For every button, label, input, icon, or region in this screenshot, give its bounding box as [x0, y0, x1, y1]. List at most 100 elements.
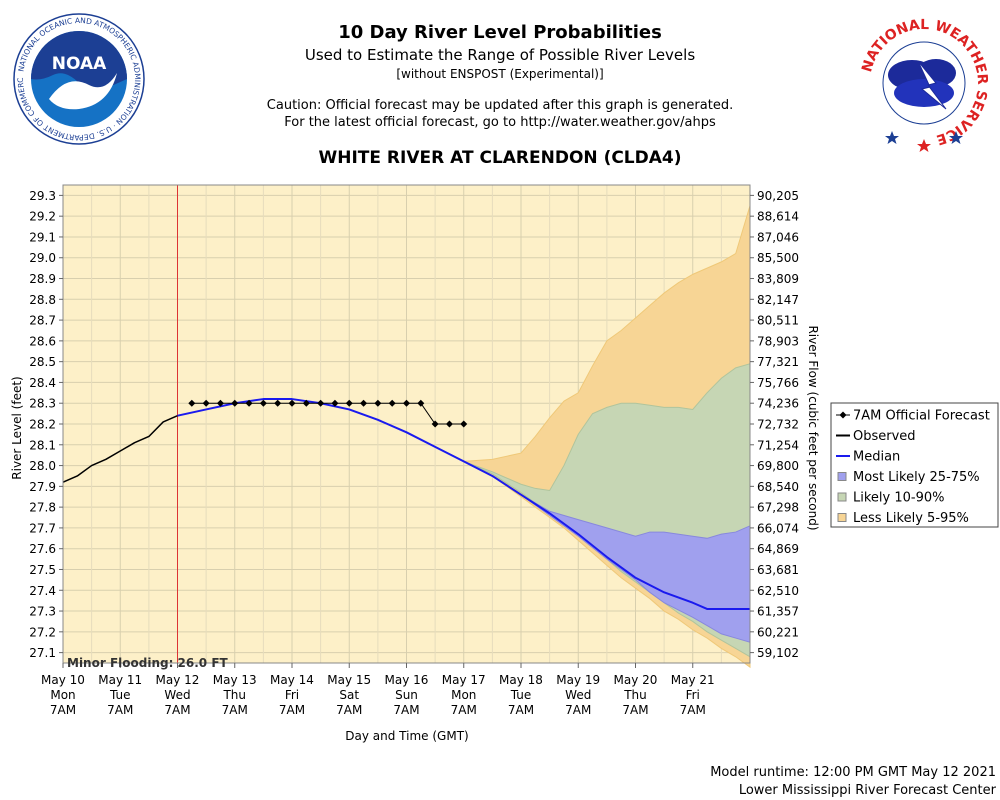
- legend-label: Observed: [853, 429, 916, 444]
- forecast-point: [431, 420, 439, 428]
- y-tick-label: 29.0: [29, 251, 56, 265]
- y-tick-label: 28.8: [29, 293, 56, 307]
- y-tick-label: 28.9: [29, 272, 56, 286]
- x-tick-label: May 19: [556, 673, 600, 687]
- x-tick-label: May 17: [442, 673, 486, 687]
- x-tick-label: May 15: [327, 673, 371, 687]
- forecast-point: [259, 399, 267, 407]
- x-tick-label: 7AM: [680, 703, 706, 717]
- y-tick-label: 28.3: [29, 397, 56, 411]
- y2-tick-label: 90,205: [757, 189, 799, 203]
- y2-tick-label: 74,236: [757, 397, 799, 411]
- y-tick-label: 27.5: [29, 563, 56, 577]
- y2-tick-label: 61,357: [757, 605, 799, 619]
- forecast-point: [231, 399, 239, 407]
- y-tick-label: 27.1: [29, 646, 56, 660]
- x-tick-label: 7AM: [508, 703, 534, 717]
- x-tick-label: Tue: [510, 688, 532, 702]
- legend-swatch-band_25_75: [837, 472, 847, 481]
- forecast-point: [388, 399, 396, 407]
- chart-legend: 7AM Official Forecast Observed Median Most …: [830, 402, 999, 528]
- x-tick-label: Mon: [451, 688, 476, 702]
- experimental-note: [without ENSPOST (Experimental)]: [396, 67, 604, 81]
- caution-line-2: For the latest official forecast, go to …: [284, 115, 716, 130]
- y2-tick-label: 69,800: [757, 459, 799, 473]
- legend-swatch-band_10_90: [837, 492, 847, 502]
- y2-tick-label: 88,614: [757, 210, 799, 224]
- x-tick-label: May 14: [270, 673, 314, 687]
- forecast-point: [331, 399, 339, 407]
- x-tick-label: May 12: [156, 673, 200, 687]
- y2-tick-label: 64,869: [757, 542, 799, 556]
- x-tick-label: May 16: [385, 673, 429, 687]
- y-tick-label: 28.5: [29, 355, 56, 369]
- x-tick-label: May 21: [671, 673, 715, 687]
- caution-line-1: Caution: Official forecast may be update…: [266, 98, 734, 113]
- y-tick-label: 28.2: [29, 418, 56, 432]
- y2-tick-label: 59,102: [757, 646, 799, 660]
- forecast-point: [274, 399, 282, 407]
- legend-box: [830, 402, 999, 528]
- y-tick-label: 28.4: [29, 376, 56, 390]
- x-tick-label: Sat: [339, 688, 359, 702]
- x-tick-label: Thu: [623, 688, 647, 702]
- x-tick-label: Wed: [164, 688, 190, 702]
- forecast-point: [317, 399, 325, 407]
- x-tick-label: Fri: [285, 688, 299, 702]
- x-tick-label: 7AM: [336, 703, 362, 717]
- y-axis-label: River Level (feet): [10, 376, 24, 479]
- legend-label: Median: [853, 450, 900, 465]
- y-tick-label: 27.9: [29, 480, 56, 494]
- observed-line: [62, 414, 178, 483]
- model-runtime: Model runtime: 12:00 PM GMT May 12 2021: [710, 765, 996, 780]
- y-axis-ticks: 29.3 29.2 29.1 29.0 28.9 28.8 28.7 28.6 28.5 28.4…: [29, 189, 63, 660]
- x-tick-label: Mon: [50, 688, 75, 702]
- x-tick-label: Sun: [395, 688, 418, 702]
- x-tick-label: May 13: [213, 673, 257, 687]
- y2-tick-label: 78,903: [757, 334, 799, 348]
- forecast-point: [245, 399, 253, 407]
- y-tick-label: 27.8: [29, 501, 56, 515]
- forecast-point: [216, 399, 224, 407]
- x-tick-label: 7AM: [451, 703, 477, 717]
- forecast-point: [345, 399, 353, 407]
- forecast-point: [360, 399, 368, 407]
- y2-axis-ticks: 90,205 88,614 87,046 85,500 83,809 82,147 80,5…: [750, 189, 799, 660]
- x-tick-label: 7AM: [107, 703, 133, 717]
- y-tick-label: 28.1: [29, 438, 56, 452]
- chart-subtitle: Used to Estimate the Range of Possible R…: [304, 46, 696, 64]
- y2-tick-label: 62,510: [757, 584, 799, 598]
- minor-flooding-label: Minor Flooding: 26.0 FT: [67, 656, 229, 670]
- legend-label: 7AM Official Forecast: [853, 409, 990, 424]
- y-tick-label: 29.1: [29, 230, 56, 244]
- x-tick-label: May 10: [41, 673, 85, 687]
- y2-tick-label: 87,046: [757, 230, 799, 244]
- y2-tick-label: 60,221: [757, 625, 799, 639]
- y-tick-label: 27.4: [29, 584, 56, 598]
- x-tick-label: Thu: [222, 688, 246, 702]
- x-tick-label: 7AM: [164, 703, 190, 717]
- forecast-point: [374, 399, 382, 407]
- x-tick-label: May 11: [98, 673, 142, 687]
- y-tick-label: 27.7: [29, 521, 56, 535]
- noaa-logo: NATIONAL OCEANIC AND ATMOSPHERIC ADMINIS…: [13, 13, 145, 145]
- legend-label: Less Likely 5-95%: [853, 511, 969, 526]
- forecast-point: [417, 399, 425, 407]
- forecast-point: [460, 420, 468, 428]
- x-tick-label: 7AM: [279, 703, 305, 717]
- x-tick-label: 7AM: [622, 703, 648, 717]
- forecast-point: [188, 399, 196, 407]
- y-tick-label: 28.0: [29, 459, 56, 473]
- y2-axis-label: River Flow (cubic feet per second): [806, 325, 820, 530]
- y-tick-label: 27.2: [29, 625, 56, 639]
- forecast-markers: [188, 399, 468, 428]
- legend-swatch-forecast-marker: [839, 411, 847, 419]
- y2-tick-label: 72,732: [757, 418, 799, 432]
- x-tick-label: 7AM: [222, 703, 248, 717]
- x-tick-label: Tue: [109, 688, 131, 702]
- y2-tick-label: 80,511: [757, 314, 799, 328]
- y-tick-label: 27.3: [29, 605, 56, 619]
- legend-swatch-band_5_95: [837, 513, 847, 522]
- x-tick-label: 7AM: [565, 703, 591, 717]
- x-tick-label: Wed: [565, 688, 591, 702]
